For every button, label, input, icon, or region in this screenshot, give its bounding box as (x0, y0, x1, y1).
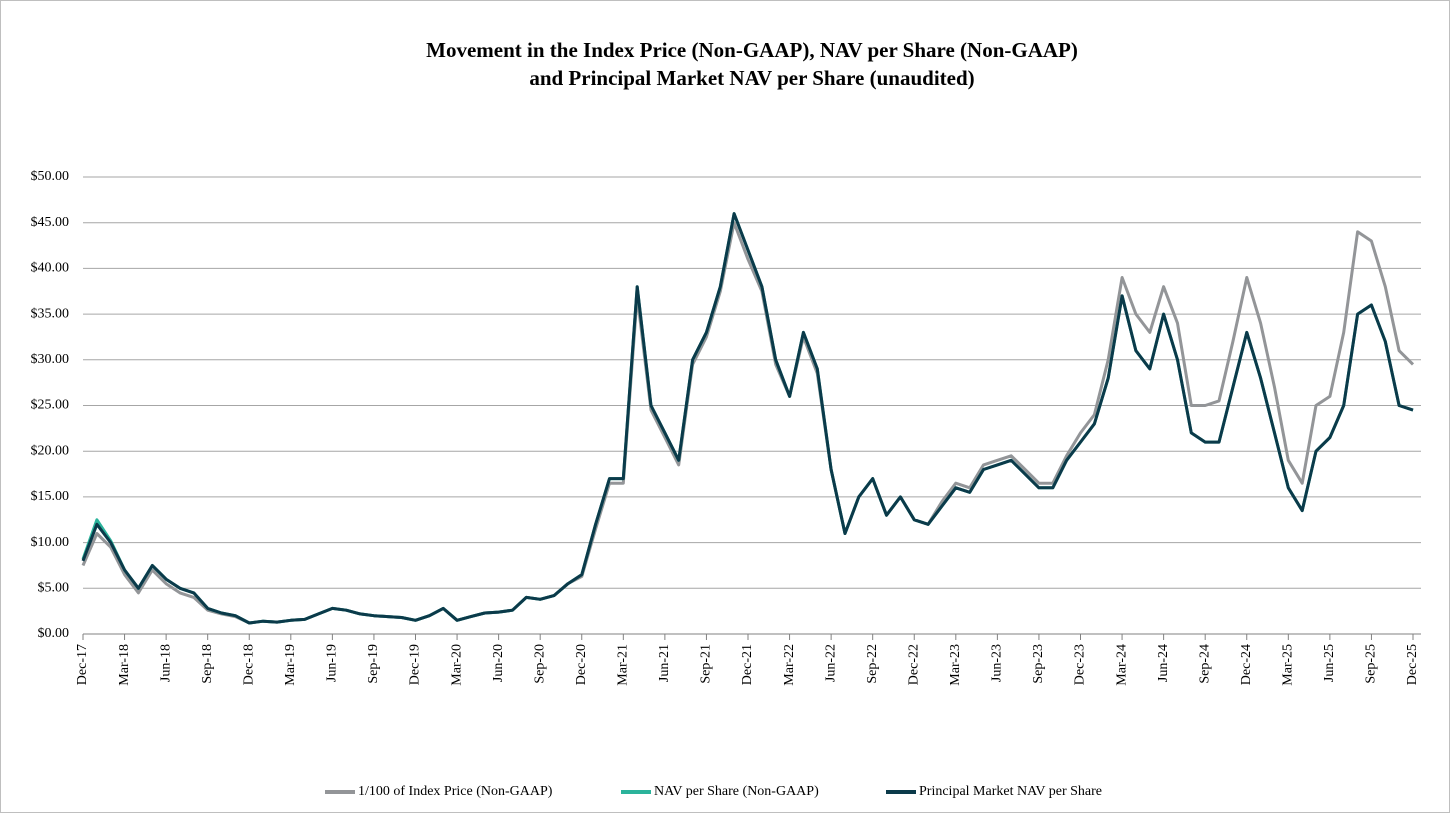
x-tick-label: Jun-21 (657, 644, 672, 682)
x-tick-label: Jun-20 (491, 644, 506, 682)
y-tick-label: $15.00 (31, 489, 70, 504)
y-tick-label: $40.00 (31, 261, 70, 276)
x-tick-label: Dec-19 (408, 644, 423, 685)
x-tick-label: Mar-20 (449, 644, 464, 686)
x-tick-label: Dec-23 (1073, 644, 1088, 685)
x-tick-label: Dec-20 (574, 644, 589, 685)
x-tick-label: Dec-18 (241, 644, 256, 685)
x-tick-label: Jun-23 (990, 644, 1005, 682)
x-tick-label: Sep-18 (200, 644, 215, 684)
y-tick-label: $5.00 (38, 581, 70, 596)
y-tick-label: $45.00 (31, 215, 70, 230)
legend-label: Principal Market NAV per Share (919, 784, 1102, 799)
x-tick-label: Mar-19 (283, 644, 298, 686)
x-tick-label: Sep-23 (1031, 644, 1046, 684)
x-tick-label: Jun-18 (158, 644, 173, 682)
x-tick-label: Mar-25 (1281, 644, 1296, 686)
y-tick-label: $30.00 (31, 352, 70, 367)
x-tick-label: Jun-25 (1322, 644, 1337, 682)
x-tick-label: Sep-20 (532, 644, 547, 684)
x-tick-label: Dec-22 (906, 644, 921, 685)
x-tick-label: Jun-24 (1156, 644, 1171, 682)
chart-title: Movement in the Index Price (Non-GAAP), … (426, 38, 1078, 62)
legend-label: NAV per Share (Non-GAAP) (654, 784, 819, 799)
x-tick-label: Sep-22 (865, 644, 880, 684)
x-tick-label: Dec-24 (1239, 644, 1254, 685)
series-line (81, 212, 1414, 625)
chart-title: and Principal Market NAV per Share (unau… (529, 66, 974, 90)
legend-label: 1/100 of Index Price (Non-GAAP) (358, 784, 553, 799)
y-tick-label: $25.00 (31, 398, 70, 413)
x-tick-label: Jun-22 (823, 644, 838, 682)
x-tick-label: Sep-21 (699, 644, 714, 684)
x-tick-label: Mar-23 (948, 644, 963, 686)
y-tick-label: $10.00 (31, 535, 70, 550)
x-tick-label: Jun-19 (325, 644, 340, 682)
x-tick-label: Mar-24 (1114, 644, 1129, 686)
x-tick-label: Sep-25 (1364, 644, 1379, 684)
y-tick-label: $50.00 (31, 169, 70, 184)
x-tick-label: Mar-18 (117, 644, 132, 686)
x-tick-label: Sep-24 (1197, 644, 1212, 684)
x-tick-label: Dec-21 (740, 644, 755, 685)
x-tick-label: Dec-17 (75, 644, 90, 685)
x-tick-label: Dec-25 (1405, 644, 1420, 685)
x-tick-label: Mar-22 (782, 644, 797, 686)
x-tick-label: Sep-19 (366, 644, 381, 684)
x-tick-label: Mar-21 (616, 644, 631, 686)
y-tick-label: $35.00 (31, 306, 70, 321)
y-tick-label: $20.00 (31, 443, 70, 458)
y-tick-label: $0.00 (38, 626, 70, 641)
